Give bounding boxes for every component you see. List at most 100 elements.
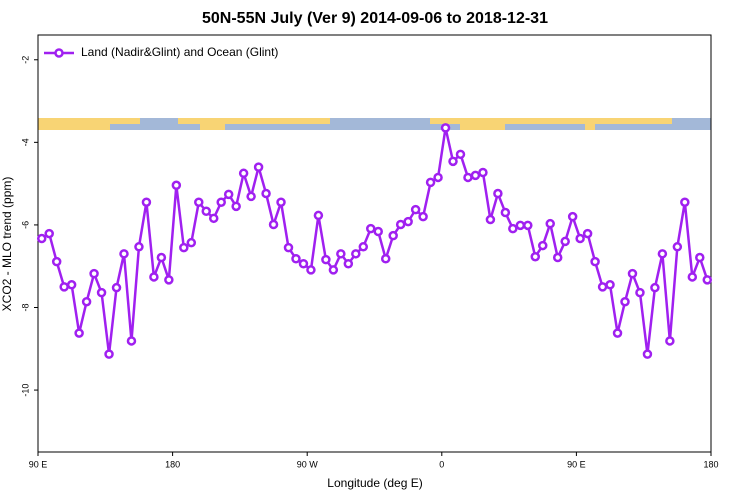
x-tick-label: 90 W	[297, 459, 319, 469]
y-tick-label: -6	[20, 221, 30, 229]
data-point	[134, 242, 144, 252]
data-point	[208, 213, 219, 224]
land-ocean-strip	[38, 118, 711, 130]
data-point	[261, 188, 271, 199]
data-point	[96, 287, 107, 298]
data-point	[695, 252, 705, 263]
data-point	[395, 219, 406, 230]
data-point	[665, 336, 675, 346]
data-point	[560, 236, 570, 247]
data-point	[687, 272, 698, 282]
data-point	[343, 258, 354, 269]
data-point	[141, 197, 152, 207]
data-point	[119, 249, 129, 259]
data-point	[366, 223, 376, 234]
data-point	[410, 204, 421, 215]
data-point	[194, 197, 204, 207]
data-point	[418, 211, 428, 222]
data-point	[36, 233, 47, 244]
data-point	[515, 220, 526, 231]
data-point	[612, 328, 623, 338]
data-point	[44, 228, 54, 239]
data-point	[328, 265, 339, 275]
data-point	[545, 218, 555, 229]
data-point	[455, 149, 466, 160]
data-point	[403, 216, 413, 227]
data-point	[567, 211, 578, 222]
data-point	[523, 220, 533, 231]
data-point	[642, 349, 653, 359]
data-point	[104, 349, 114, 359]
data-point	[74, 328, 84, 338]
x-tick-label: 0	[439, 459, 444, 469]
series-line	[41, 127, 709, 355]
x-tick-label: 180	[703, 459, 718, 469]
data-point	[388, 230, 398, 241]
data-point	[126, 336, 137, 346]
data-point	[470, 170, 481, 181]
data-point	[321, 254, 331, 265]
data-point	[575, 233, 585, 244]
data-point	[605, 280, 615, 290]
data-point	[635, 287, 645, 298]
data-point	[478, 167, 488, 178]
data-point	[702, 275, 713, 285]
data-point	[164, 275, 174, 285]
x-tick-label: 90 E	[29, 459, 48, 469]
data-point	[66, 280, 77, 290]
y-axis-label: XCO2 - MLO trend (ppm)	[0, 177, 14, 312]
data-point	[283, 242, 294, 253]
data-point	[433, 172, 443, 183]
data-point	[111, 282, 122, 293]
data-point	[156, 252, 167, 263]
data-point	[672, 242, 683, 252]
data-point	[680, 197, 690, 207]
y-tick-label: -8	[20, 303, 30, 311]
data-point	[81, 296, 92, 307]
data-point	[485, 214, 496, 225]
data-point	[538, 240, 548, 251]
data-point	[582, 228, 593, 239]
data-point	[493, 188, 503, 199]
data-point	[201, 206, 211, 217]
data-point	[500, 207, 511, 218]
data-point	[620, 296, 630, 307]
data-point	[298, 258, 309, 269]
data-point	[425, 177, 436, 188]
data-point	[657, 249, 668, 259]
data-point	[590, 256, 600, 267]
data-point	[552, 252, 563, 263]
x-tick-label: 90 E	[567, 459, 586, 469]
legend-label: Land (Nadir&Glint) and Ocean (Glint)	[81, 45, 278, 59]
data-point	[530, 251, 541, 262]
data-point	[231, 201, 241, 212]
chart-title: 50N-55N July (Ver 9) 2014-09-06 to 2018-…	[202, 10, 548, 27]
data-point	[373, 226, 383, 237]
x-tick-label: 180	[165, 459, 180, 469]
data-point	[650, 282, 660, 293]
data-point	[351, 249, 361, 259]
data-point	[463, 172, 473, 183]
data-point	[51, 256, 62, 267]
data-point	[336, 249, 346, 259]
x-axis-label: Longitude (deg E)	[327, 476, 422, 490]
data-point	[508, 223, 518, 234]
data-point	[276, 197, 286, 207]
data-point	[440, 123, 451, 133]
data-point	[313, 210, 324, 221]
data-point	[238, 168, 249, 179]
data-point	[223, 189, 234, 200]
data-point	[291, 254, 301, 264]
legend-marker	[54, 48, 64, 58]
y-tick-label: -4	[20, 138, 30, 146]
data-point	[380, 254, 391, 264]
data-point	[246, 191, 256, 202]
data-point	[216, 197, 226, 207]
y-tick-label: -2	[20, 56, 30, 64]
plot-frame	[37, 34, 712, 453]
data-point	[268, 219, 279, 230]
data-point	[179, 242, 189, 253]
data-point	[253, 162, 264, 172]
data-point	[59, 282, 69, 292]
